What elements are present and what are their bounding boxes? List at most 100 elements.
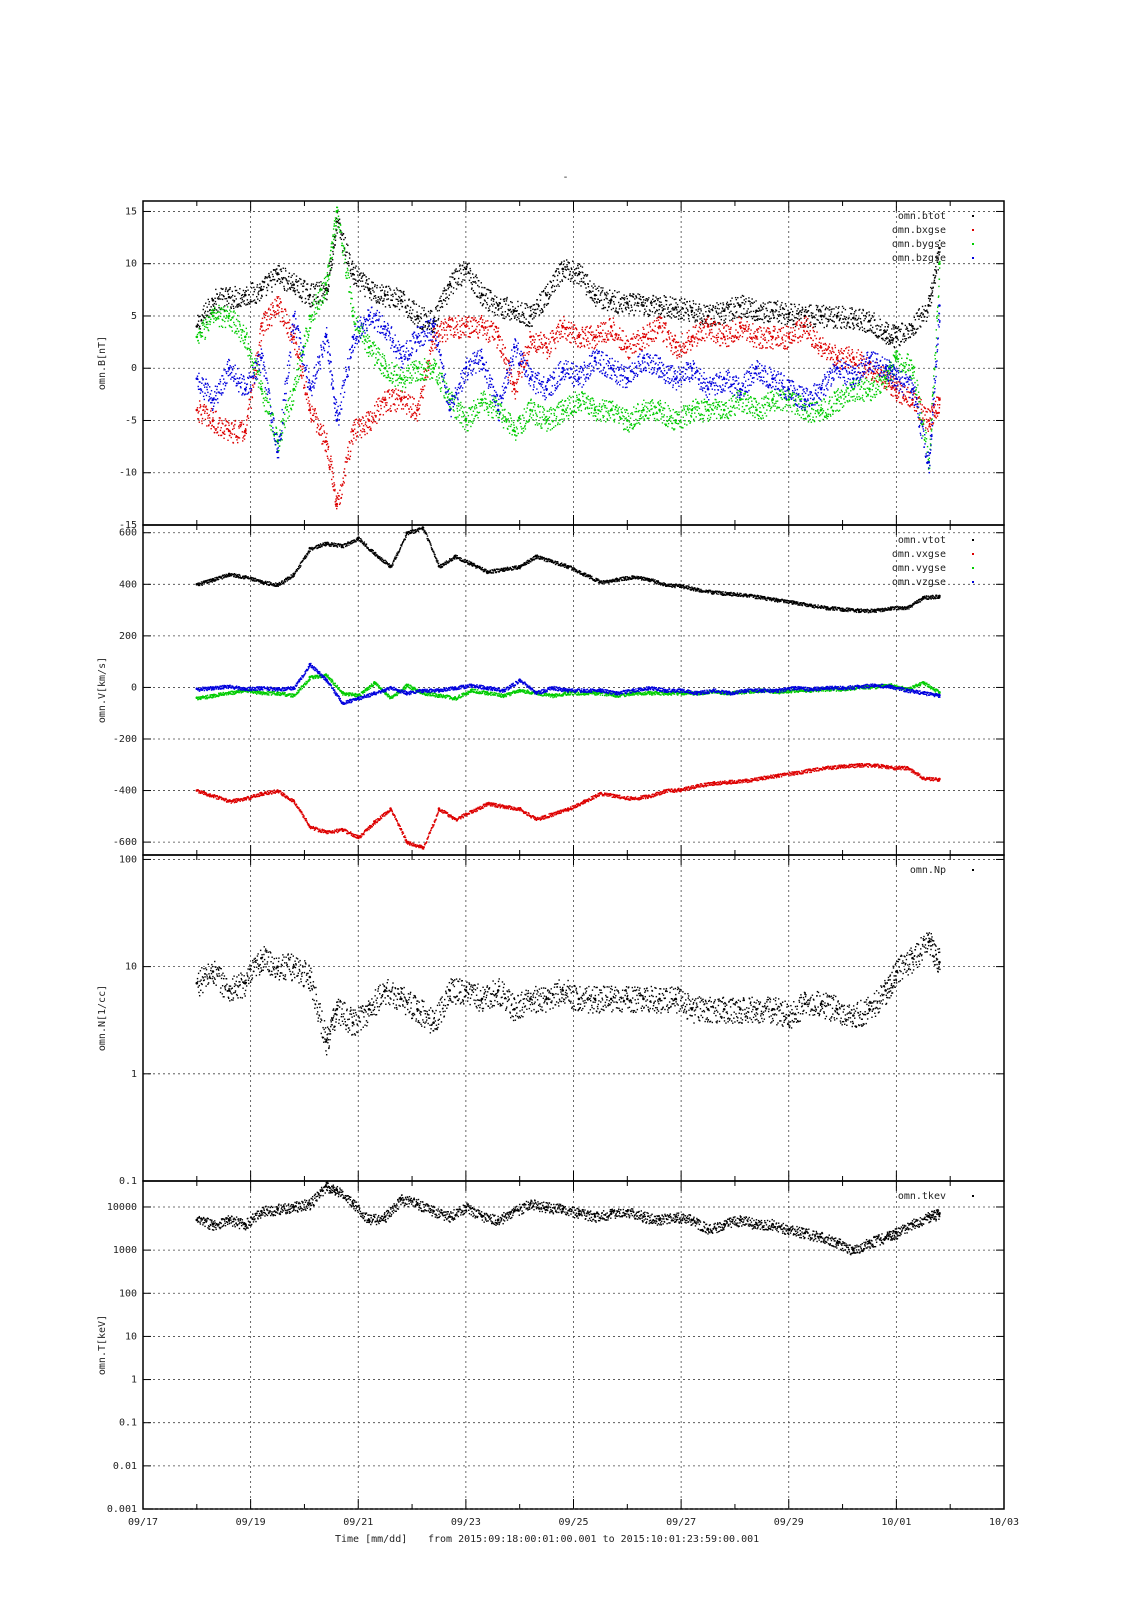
- data-point: [242, 324, 245, 327]
- data-point: [244, 291, 246, 294]
- data-point: [603, 292, 606, 294]
- data-point: [751, 340, 754, 343]
- data-point: [903, 341, 905, 343]
- data-point: [517, 378, 519, 381]
- data-point: [241, 299, 244, 301]
- data-point: [503, 358, 505, 361]
- data-point: [664, 324, 667, 326]
- data-point: [479, 295, 481, 297]
- data-point: [287, 321, 289, 324]
- data-point: [500, 307, 502, 309]
- data-point: [705, 322, 707, 324]
- data-point: [352, 268, 354, 271]
- data-point: [205, 318, 207, 321]
- data-point: [491, 324, 493, 327]
- data-point: [530, 347, 532, 349]
- data-point: [396, 397, 398, 399]
- panel-1: -15-10-5051015omn.B[nT]omn.btotomn.bxgse…: [97, 200, 1005, 531]
- data-point: [588, 347, 590, 349]
- data-point: [833, 351, 835, 354]
- data-point: [427, 326, 429, 328]
- data-point: [646, 300, 649, 302]
- data-point: [675, 316, 678, 318]
- data-point: [714, 320, 716, 323]
- data-point: [656, 319, 658, 322]
- data-point: [261, 390, 263, 393]
- data-point: [530, 341, 532, 343]
- data-point: [684, 303, 687, 306]
- data-point: [344, 254, 346, 256]
- data-point: [379, 369, 382, 372]
- data-point: [435, 320, 438, 322]
- data-point: [295, 280, 297, 283]
- data-point: [203, 317, 206, 319]
- data-point: [577, 346, 579, 348]
- data-point: [684, 345, 687, 347]
- data-point: [293, 338, 295, 341]
- data-point: [301, 296, 303, 299]
- data-point: [935, 409, 937, 412]
- data-point: [776, 300, 779, 302]
- data-point: [739, 334, 742, 337]
- data-point: [388, 409, 390, 411]
- data-point: [360, 429, 362, 432]
- data-point: [269, 279, 272, 282]
- data-point: [818, 338, 821, 340]
- data-point: [562, 322, 564, 324]
- data-point: [554, 337, 556, 340]
- data-point: [212, 417, 214, 419]
- y-tick-label: -10: [119, 468, 137, 479]
- data-point: [803, 317, 806, 319]
- data-point: [883, 330, 885, 332]
- data-point: [481, 286, 483, 289]
- data-point: [292, 390, 294, 392]
- data-point: [908, 405, 910, 407]
- data-point: [204, 310, 207, 312]
- data-point: [324, 288, 326, 290]
- data-point: [791, 318, 793, 321]
- data-point: [747, 300, 750, 302]
- data-point: [465, 273, 467, 275]
- data-point: [720, 312, 722, 314]
- data-point: [319, 434, 321, 436]
- data-point: [313, 410, 316, 412]
- data-point: [460, 334, 462, 336]
- data-point: [329, 258, 331, 260]
- data-point: [321, 443, 323, 445]
- data-point: [631, 309, 634, 311]
- data-point: [552, 274, 554, 277]
- data-point: [516, 381, 518, 383]
- data-point: [874, 368, 876, 371]
- data-point: [807, 309, 810, 312]
- data-point: [282, 324, 285, 327]
- data-point: [383, 406, 386, 408]
- data-point: [307, 402, 309, 404]
- data-point: [393, 365, 395, 368]
- data-point: [554, 275, 556, 278]
- data-point: [527, 353, 530, 356]
- data-point: [263, 405, 265, 407]
- data-point: [915, 410, 918, 412]
- data-point: [607, 293, 609, 295]
- data-point: [698, 308, 700, 310]
- data-point: [214, 308, 216, 311]
- data-point: [448, 294, 451, 296]
- data-point: [386, 401, 388, 404]
- data-point: [236, 314, 239, 317]
- data-point: [866, 370, 868, 372]
- data-point: [308, 302, 310, 305]
- data-point: [829, 350, 831, 352]
- data-point: [831, 346, 833, 349]
- data-point: [338, 503, 341, 506]
- data-point: [687, 339, 689, 342]
- data-point: [331, 259, 334, 261]
- data-point: [319, 428, 321, 430]
- data-point: [627, 356, 629, 358]
- data-point: [560, 333, 562, 335]
- data-point: [227, 295, 231, 299]
- y-tick-label: -15: [119, 520, 137, 531]
- data-point: [278, 449, 280, 452]
- data-point: [206, 315, 208, 318]
- data-point: [450, 333, 452, 336]
- data-point: [542, 352, 545, 354]
